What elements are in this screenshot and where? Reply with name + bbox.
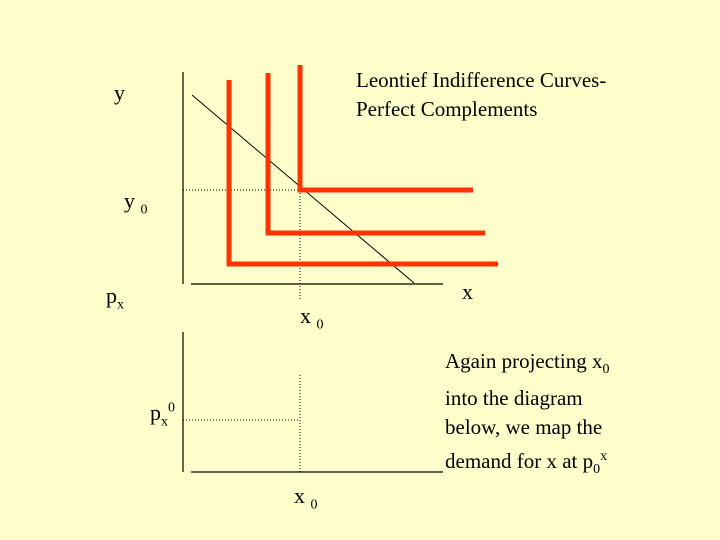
- note-line-1: Again projecting x0: [445, 349, 610, 378]
- px-axis-label: px: [106, 283, 124, 313]
- title-line-2: Perfect Complements: [356, 97, 538, 121]
- diagram-title: Leontief Indifference Curves- Perfect Co…: [356, 66, 606, 124]
- note-line-3: below, we map the: [445, 415, 603, 440]
- explanation-note: Again projecting x0 into the diagram bel…: [445, 347, 609, 484]
- indifference-curve-outer: [297, 65, 473, 193]
- y0-label: y 0: [124, 188, 148, 218]
- x0-lower-label: x 0: [294, 483, 318, 513]
- note-line-2: into the diagram: [445, 386, 583, 411]
- px0-label: px0: [150, 400, 175, 430]
- x-axis-label: x: [462, 279, 473, 304]
- indifference-curve-middle: [265, 73, 485, 236]
- note-line-4: demand for x at p0x: [445, 449, 608, 478]
- x0-upper-label: x 0: [300, 303, 324, 333]
- title-line-1: Leontief Indifference Curves-: [356, 68, 607, 92]
- y-axis-label: y: [114, 80, 125, 105]
- indifference-curve-inner: [226, 80, 498, 267]
